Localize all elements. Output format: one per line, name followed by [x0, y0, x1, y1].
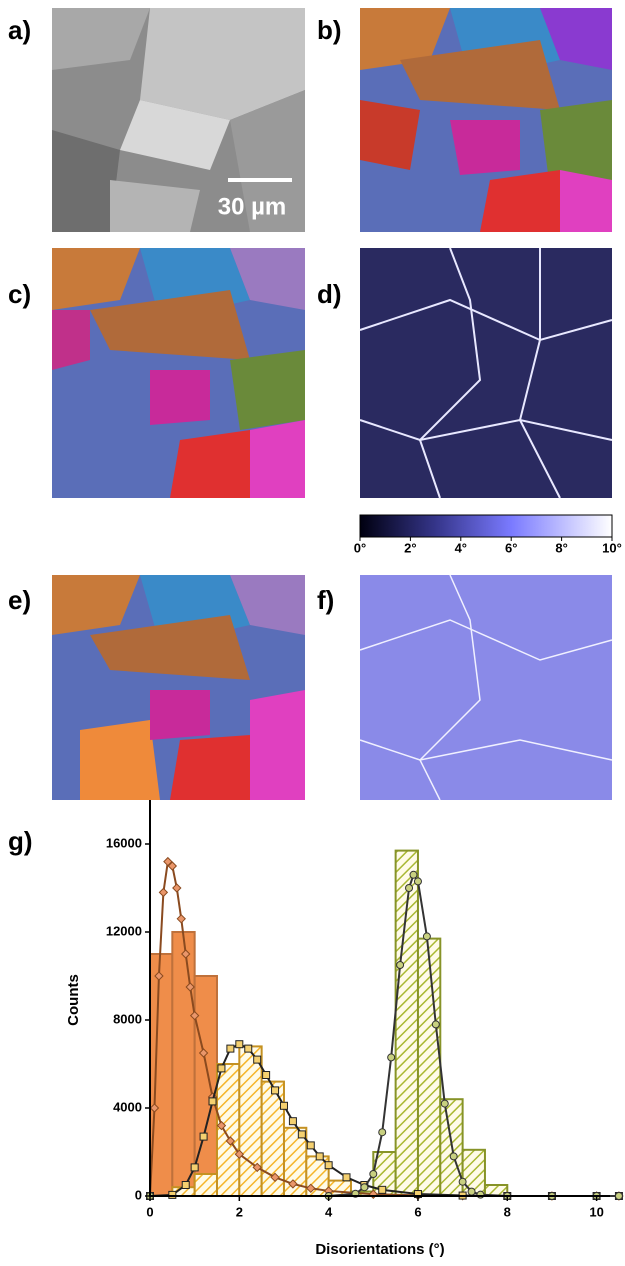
fit-marker — [288, 1117, 297, 1126]
fit-marker — [234, 1149, 245, 1159]
histogram-bar — [416, 937, 442, 1197]
colorbar — [359, 514, 613, 538]
colorbar-tick-label: 2° — [404, 540, 416, 555]
panel-label: b) — [317, 15, 342, 45]
fit-marker — [189, 1010, 200, 1021]
fit-marker — [158, 887, 169, 898]
fit-marker — [440, 1099, 449, 1108]
histogram-bar — [149, 953, 174, 1197]
panel-a-image — [52, 8, 305, 232]
fit-marker — [181, 1181, 190, 1189]
fit-marker — [409, 870, 418, 879]
y-tick-label: 0 — [135, 1187, 142, 1202]
y-tick-label: 16000 — [106, 835, 142, 850]
panel-c-image — [52, 248, 305, 498]
x-axis-title: Disorientations (°) — [315, 1241, 444, 1258]
x-tick-label: 8 — [504, 1204, 511, 1219]
panel-f-image — [359, 574, 613, 801]
fit-marker — [226, 1044, 235, 1053]
x-tick-label: 4 — [325, 1204, 333, 1219]
fit-marker — [199, 1132, 208, 1141]
fit-marker — [431, 1020, 440, 1029]
fit-marker — [163, 856, 173, 867]
fit-marker — [396, 961, 405, 969]
colorbar-tick-label: 0° — [354, 540, 366, 555]
fit-marker — [315, 1152, 324, 1161]
fit-marker — [149, 1103, 160, 1113]
fit-marker — [369, 1170, 378, 1178]
histogram-bar — [238, 1045, 263, 1198]
fit-marker — [324, 1161, 333, 1170]
histogram-bar — [171, 931, 196, 1197]
y-tick-label: 8000 — [113, 1011, 142, 1026]
fit-marker — [244, 1044, 253, 1053]
fit-marker — [279, 1101, 288, 1110]
fit-marker — [271, 1086, 280, 1095]
fit-marker — [198, 1048, 209, 1058]
fit-marker — [467, 1187, 476, 1196]
panel-label: d) — [317, 279, 342, 309]
fit-marker — [181, 949, 191, 959]
colorbar-tick-label: 8° — [555, 540, 567, 555]
fit-marker — [253, 1055, 262, 1064]
fit-marker — [225, 1136, 236, 1146]
colorbar-tick-label: 10° — [602, 540, 622, 555]
fit-marker — [216, 1120, 227, 1131]
scale-bar-label: 30 µm — [218, 193, 287, 220]
fit-marker — [235, 1040, 244, 1049]
fit-marker — [614, 1192, 623, 1200]
panel-b-image — [360, 8, 612, 232]
fit-marker — [167, 861, 178, 871]
fit-marker — [208, 1097, 217, 1106]
fit-marker — [190, 1163, 199, 1172]
fit-marker — [413, 877, 422, 886]
panel-label: c) — [8, 279, 31, 309]
panel-e-image — [52, 575, 305, 800]
colorbar-tick-label: 6° — [505, 540, 517, 555]
fit-marker — [458, 1177, 467, 1186]
fit-marker — [185, 982, 195, 992]
fit-line — [149, 1043, 619, 1197]
fit-marker — [449, 1152, 458, 1161]
fit-marker — [306, 1183, 316, 1194]
fit-marker — [252, 1162, 262, 1173]
fit-marker — [154, 971, 164, 981]
fit-marker — [342, 1173, 351, 1182]
panel-d-image — [359, 247, 613, 499]
fit-marker — [288, 1179, 298, 1189]
fit-marker — [270, 1172, 280, 1183]
x-tick-label: 0 — [146, 1204, 153, 1219]
fit-marker — [378, 1128, 387, 1137]
x-tick-label: 10 — [589, 1204, 603, 1219]
fit-marker — [297, 1130, 306, 1139]
fit-marker — [405, 884, 414, 892]
fit-marker — [262, 1071, 271, 1079]
fit-marker — [360, 1183, 369, 1192]
fit-marker — [387, 1053, 396, 1062]
y-tick-label: 12000 — [106, 923, 142, 938]
colorbar-tick-label: 4° — [455, 540, 467, 555]
fit-marker — [422, 932, 431, 941]
fit-marker — [378, 1185, 387, 1194]
fit-marker — [172, 883, 182, 893]
fit-marker — [168, 1190, 177, 1199]
fit-marker — [306, 1141, 315, 1150]
fit-marker — [476, 1190, 485, 1199]
fit-marker — [176, 914, 186, 924]
panel-label: e) — [8, 585, 31, 615]
panel-label: f) — [317, 585, 334, 615]
histogram-bar — [215, 1063, 241, 1197]
y-axis-title: Counts — [65, 974, 82, 1026]
fit-marker — [217, 1064, 226, 1073]
x-tick-label: 2 — [236, 1204, 243, 1219]
panel-label: g) — [8, 826, 33, 856]
histogram-bar — [193, 1173, 218, 1197]
x-tick-label: 6 — [414, 1204, 421, 1219]
y-tick-label: 4000 — [113, 1099, 142, 1114]
panel-label: a) — [8, 15, 31, 45]
histogram-bar — [193, 975, 218, 1197]
